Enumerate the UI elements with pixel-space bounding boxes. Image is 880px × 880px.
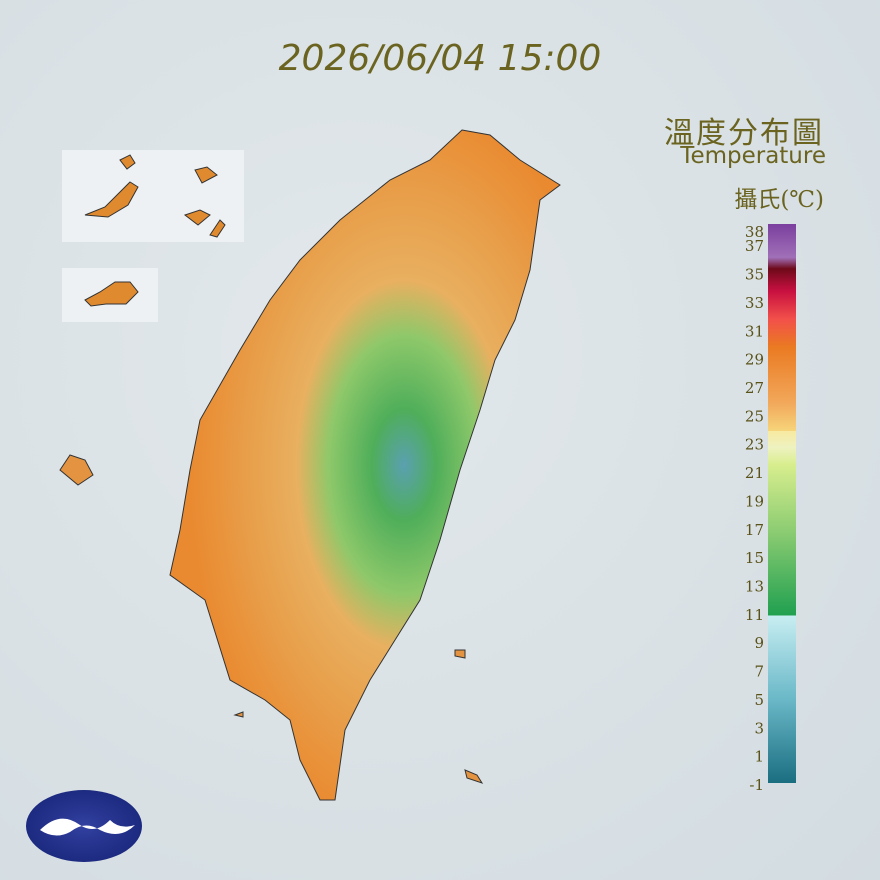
legend-tick-label: 29 [745, 351, 764, 369]
legend-tick-label: 11 [745, 606, 764, 624]
legend-subtitle: Temperature [680, 143, 826, 169]
inset-island [84, 281, 139, 307]
legend-tick-label: 5 [754, 691, 764, 709]
legend-tick-label: 25 [745, 407, 764, 425]
taiwan-island [169, 129, 561, 801]
legend-tick-label: 17 [745, 521, 764, 539]
legend-tick-label: 19 [745, 492, 764, 510]
small-island [59, 454, 484, 784]
color-bar [768, 224, 796, 783]
legend-tick-label: 9 [754, 634, 764, 652]
legend-tick-label: 3 [754, 719, 764, 737]
legend-tick-label: 23 [745, 436, 764, 454]
timestamp: 2026/06/04 15:00 [278, 38, 602, 79]
inset-island [84, 154, 226, 238]
legend-tick-label: 31 [745, 322, 764, 340]
legend-tick-label: 21 [745, 464, 764, 482]
legend-tick-label: 37 [745, 237, 764, 255]
legend-tick-label: 1 [754, 748, 764, 766]
legend-tick-label: 38 [745, 223, 764, 241]
legend-unit: 攝氏(℃) [734, 187, 824, 213]
legend-tick-label: 15 [745, 549, 764, 567]
legend-tick-label: -1 [749, 776, 764, 794]
inset-box [62, 150, 244, 242]
legend-tick-label: 33 [745, 294, 764, 312]
legend-tick-label: 13 [745, 577, 764, 595]
legend-tick-label: 27 [745, 379, 764, 397]
legend-tick-label: 7 [754, 663, 764, 681]
legend-title: 溫度分布圖 [664, 116, 824, 151]
legend-tick-label: 35 [745, 266, 764, 284]
cwa-logo-mark [40, 818, 135, 836]
